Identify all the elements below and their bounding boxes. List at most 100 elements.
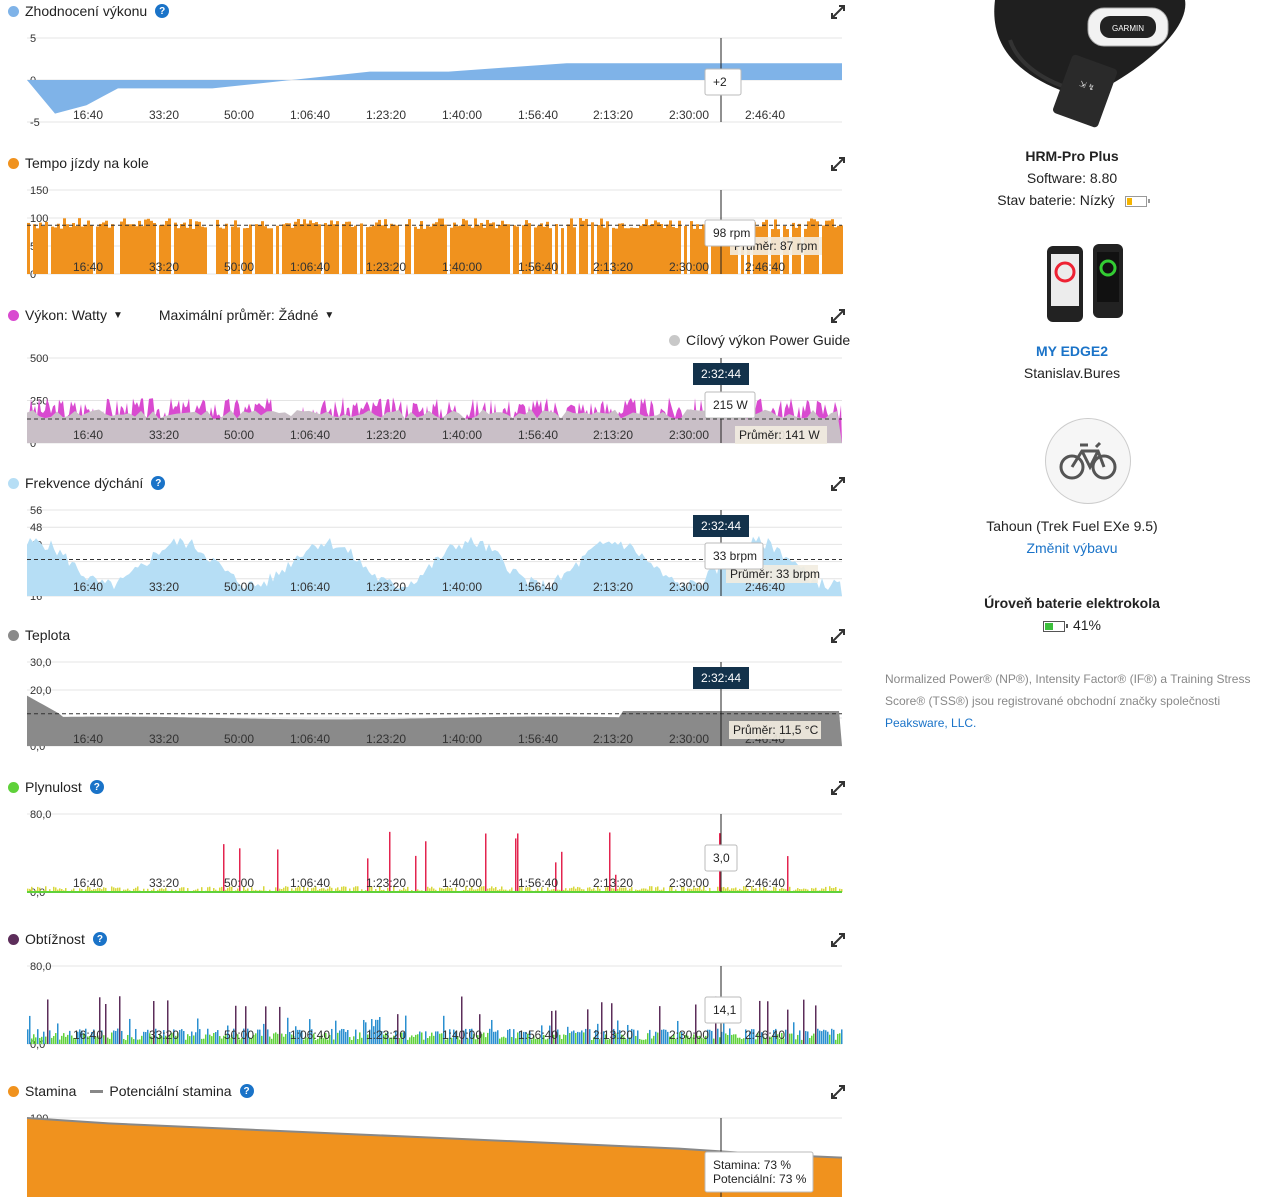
x-tick-label: 16:40: [73, 260, 103, 274]
flow-bar: [449, 888, 451, 892]
flow-bar: [481, 886, 483, 892]
grit-bar: [387, 1032, 389, 1044]
cadence-bar: [66, 224, 69, 274]
help-icon[interactable]: ?: [155, 4, 170, 18]
flow-bar: [445, 888, 447, 892]
peaksware-link[interactable]: Peaksware, LLC.: [885, 716, 977, 730]
help-icon[interactable]: ?: [89, 780, 104, 794]
device-link[interactable]: MY EDGE2: [1035, 343, 1109, 359]
change-gear-link[interactable]: Změnit výbavu: [1026, 540, 1118, 556]
grit-bar: [209, 1034, 211, 1044]
flow-bar: [801, 889, 803, 892]
flow-bar: [839, 888, 841, 892]
edge-device-image: [1047, 244, 1123, 322]
expand-icon[interactable]: [830, 1084, 846, 1100]
expand-icon[interactable]: [830, 780, 846, 796]
grit-bar: [263, 1023, 265, 1044]
tooltip-text: 14,1: [713, 1003, 737, 1017]
metric-dropdown[interactable]: Výkon: Watty ▼: [25, 307, 123, 323]
expand-icon[interactable]: [830, 628, 846, 644]
grit-bar: [693, 1034, 695, 1044]
x-tick-label: 2:13:20: [593, 580, 633, 594]
grit-bar: [397, 1014, 399, 1044]
grit-bar: [491, 1019, 493, 1044]
flow-bar: [563, 889, 565, 892]
flow-bar: [427, 886, 429, 892]
grit-bar: [641, 1039, 643, 1044]
cadence-chart[interactable]: 15010050016:4033:2050:001:06:401:23:201:…: [0, 174, 860, 304]
expand-icon[interactable]: [830, 156, 846, 172]
tooltip-box: [704, 1151, 814, 1193]
max-average-dropdown[interactable]: Maximální průměr: Žádné ▼: [159, 307, 334, 323]
grit-bar: [45, 1036, 47, 1044]
tooltip-box: [704, 219, 756, 247]
cadence-bar: [132, 224, 135, 274]
grit-chart[interactable]: 80,0 0,0 16:40 33:20 50:00 1:06:40 1:23:20 1:40…: [0, 950, 860, 1080]
cadence-bar: [60, 228, 63, 274]
respiration-chart[interactable]: 56484032241616:4033:2050:001:06:401:23:2…: [0, 494, 860, 624]
x-tick-label: 1:06:40: [290, 108, 330, 122]
flow-bar: [775, 887, 777, 892]
cadence-bar: [162, 224, 165, 274]
temperature-chart[interactable]: 30,020,010,00,016:4033:2050:001:06:401:2…: [0, 646, 860, 776]
x-tick-label: 2:46:40: [745, 1028, 785, 1042]
cadence-bar: [237, 227, 240, 274]
flow-chart[interactable]: 80,00,016:4033:2050:001:06:401:23:201:40…: [0, 798, 860, 928]
flow-bar: [471, 886, 473, 892]
tooltip-text: Stamina: 73 %: [713, 1158, 791, 1172]
grit-bar: [555, 1010, 557, 1044]
power-guide-legend[interactable]: Cílový výkon Power Guide: [669, 332, 850, 348]
expand-icon[interactable]: [830, 476, 846, 492]
stamina-chart[interactable]: 10016:4033:2050:001:06:401:23:201:40:001…: [0, 1102, 860, 1197]
expand-icon[interactable]: [830, 4, 846, 20]
grit-panel: Obtížnost ? 80,0 0,0 16:40 33:20 50:00 1:06:4…: [0, 928, 860, 1080]
flow-bar: [753, 888, 755, 892]
grit-bar: [55, 1033, 57, 1044]
performance-chart[interactable]: 50-516:4033:2050:001:06:401:23:201:40:00…: [0, 22, 860, 152]
flow-bar: [695, 888, 697, 892]
cadence-bar: [186, 227, 189, 274]
grit-bar: [827, 1031, 829, 1044]
flow-bar: [717, 886, 719, 892]
cadence-bar: [525, 220, 528, 274]
grit-bar: [183, 1030, 185, 1044]
flow-bar: [465, 886, 467, 892]
grit-bar: [193, 1035, 195, 1044]
grit-bar: [637, 1030, 639, 1044]
flow-bar: [443, 888, 445, 892]
grit-bar: [425, 1031, 427, 1044]
grit-bar: [551, 1010, 553, 1044]
grit-bar: [305, 1036, 307, 1044]
grit-bar: [789, 1033, 791, 1044]
flow-bar: [815, 887, 817, 892]
flow-bar: [331, 887, 333, 892]
grit-bar: [317, 1038, 319, 1044]
grit-bar: [583, 1032, 585, 1044]
grit-bar: [469, 1029, 471, 1044]
x-tick-label: 33:20: [149, 580, 179, 594]
grit-bar: [101, 1030, 103, 1044]
grit-bar: [791, 1033, 793, 1044]
cadence-bar: [108, 227, 111, 274]
flow-bar: [311, 888, 313, 892]
flow-bar: [575, 888, 577, 892]
flow-bar: [785, 889, 787, 892]
flow-bar: [335, 888, 337, 892]
help-icon[interactable]: ?: [92, 932, 107, 946]
grit-bar: [91, 1032, 93, 1044]
flow-bar: [623, 887, 625, 892]
flow-bar: [631, 887, 633, 892]
flow-bar: [327, 888, 329, 892]
flow-bar: [303, 886, 305, 892]
help-icon[interactable]: ?: [151, 476, 166, 490]
help-icon[interactable]: ?: [239, 1084, 254, 1098]
expand-icon[interactable]: [830, 932, 846, 948]
cadence-title: Tempo jízdy na kole: [8, 155, 149, 171]
cadence-bar: [477, 225, 480, 274]
expand-icon[interactable]: [830, 308, 846, 324]
grit-bar: [133, 1039, 135, 1044]
power-chart[interactable]: 500250016:4033:2050:001:06:401:23:201:40…: [0, 326, 860, 456]
x-tick-label: 33:20: [149, 732, 179, 746]
flow-bar: [179, 888, 181, 892]
power-panel: Výkon: Watty ▼ Maximální průměr: Žádné ▼ C…: [0, 304, 860, 456]
